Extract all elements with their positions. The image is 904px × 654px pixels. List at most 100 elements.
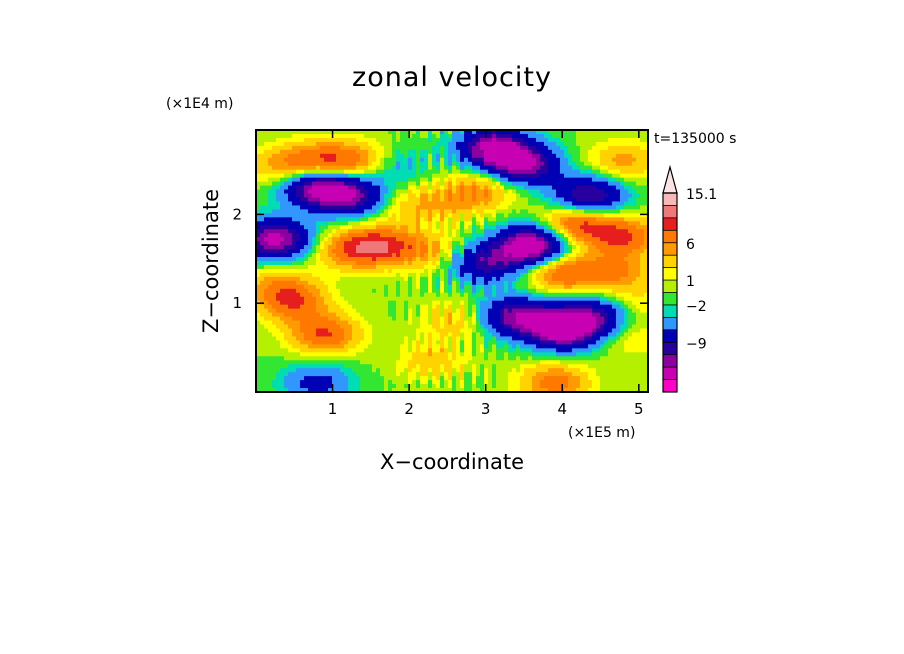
heatmap-cell xyxy=(472,264,477,270)
heatmap-cell xyxy=(376,249,381,254)
heatmap-cell xyxy=(404,217,409,222)
heatmap-cell xyxy=(504,288,509,294)
heatmap-cell xyxy=(348,308,353,314)
heatmap-cell xyxy=(288,272,293,278)
heatmap-cell xyxy=(464,249,469,254)
heatmap-cell xyxy=(272,368,277,373)
heatmap-cell xyxy=(356,304,361,310)
heatmap-cell xyxy=(264,344,269,349)
heatmap-cell xyxy=(508,261,513,266)
heatmap-cell xyxy=(552,145,557,151)
heatmap-cell xyxy=(460,344,465,349)
heatmap-cell xyxy=(428,380,433,385)
heatmap-cell xyxy=(396,137,401,143)
heatmap-cell xyxy=(256,348,261,353)
heatmap-cell xyxy=(376,264,381,270)
heatmap-cell xyxy=(304,332,309,338)
heatmap-cell xyxy=(320,380,325,385)
heatmap-cell xyxy=(460,253,465,258)
heatmap-cell xyxy=(444,328,449,334)
heatmap-cell xyxy=(536,169,541,175)
heatmap-cell xyxy=(516,264,521,270)
heatmap-cell xyxy=(368,360,373,365)
heatmap-cell xyxy=(304,245,309,250)
heatmap-cell xyxy=(312,169,317,175)
heatmap-cell xyxy=(272,264,277,270)
heatmap-cell xyxy=(452,276,457,282)
heatmap-cell xyxy=(312,308,317,314)
heatmap-cell xyxy=(264,261,269,266)
heatmap-cell xyxy=(344,320,349,326)
heatmap-cell xyxy=(544,292,549,298)
heatmap-cell xyxy=(256,268,261,274)
heatmap-cell xyxy=(472,308,477,314)
heatmap-cell xyxy=(260,213,265,218)
heatmap-cell xyxy=(336,296,341,302)
heatmap-cell xyxy=(424,336,429,341)
heatmap-cell xyxy=(452,308,457,314)
heatmap-cell xyxy=(256,149,261,155)
heatmap-cell xyxy=(428,272,433,278)
heatmap-cell xyxy=(380,257,385,262)
heatmap-cell xyxy=(388,181,393,187)
heatmap-cell xyxy=(336,284,341,290)
heatmap-cell xyxy=(324,332,329,338)
heatmap-cell xyxy=(472,169,477,175)
heatmap-cell xyxy=(340,332,345,338)
heatmap-cell xyxy=(548,380,553,385)
heatmap-cell xyxy=(256,264,261,270)
heatmap-cell xyxy=(448,292,453,298)
heatmap-cell xyxy=(428,141,433,147)
heatmap-cell xyxy=(520,209,525,214)
heatmap-cell xyxy=(272,249,277,254)
heatmap-cell xyxy=(328,249,333,254)
heatmap-cell xyxy=(532,257,537,262)
heatmap-cell xyxy=(312,276,317,282)
heatmap-cell xyxy=(436,253,441,258)
heatmap-cell xyxy=(480,137,485,143)
heatmap-cell xyxy=(480,157,485,163)
heatmap-cell xyxy=(256,280,261,286)
heatmap-cell xyxy=(364,380,369,385)
heatmap-cell xyxy=(464,133,469,139)
heatmap-cell xyxy=(368,364,373,369)
heatmap-cell xyxy=(328,229,333,234)
heatmap-cell xyxy=(316,300,321,306)
heatmap-cell xyxy=(528,205,533,210)
heatmap-cell xyxy=(388,296,393,302)
heatmap-cell xyxy=(284,133,289,139)
heatmap-cell xyxy=(300,312,305,318)
heatmap-cell xyxy=(384,149,389,155)
heatmap-cell xyxy=(308,165,313,171)
heatmap-cell xyxy=(452,284,457,290)
heatmap-cell xyxy=(464,141,469,147)
heatmap-cell xyxy=(288,130,293,135)
heatmap-cell xyxy=(296,368,301,373)
heatmap-cell xyxy=(372,348,377,353)
heatmap-cell xyxy=(336,241,341,246)
heatmap-cell xyxy=(296,324,301,330)
heatmap-cell xyxy=(304,185,309,191)
heatmap-cell xyxy=(500,130,505,135)
heatmap-cell xyxy=(396,388,401,392)
heatmap-cell xyxy=(344,272,349,278)
heatmap-cell xyxy=(336,304,341,310)
heatmap-cell xyxy=(428,149,433,155)
heatmap-cell xyxy=(292,364,297,369)
heatmap-cell xyxy=(304,372,309,377)
heatmap-cell xyxy=(264,130,269,135)
heatmap-cell xyxy=(268,157,273,163)
heatmap-cell xyxy=(552,225,557,230)
heatmap-cell xyxy=(356,332,361,338)
heatmap-cell xyxy=(328,348,333,353)
heatmap-cell xyxy=(532,245,537,250)
heatmap-cell xyxy=(436,249,441,254)
heatmap-cell xyxy=(304,348,309,353)
heatmap-cell xyxy=(272,320,277,326)
heatmap-cell xyxy=(388,177,393,183)
heatmap-cell xyxy=(356,253,361,258)
heatmap-cell xyxy=(516,352,521,357)
heatmap-cell xyxy=(536,316,541,322)
heatmap-cell xyxy=(288,165,293,171)
heatmap-cell xyxy=(332,316,337,322)
